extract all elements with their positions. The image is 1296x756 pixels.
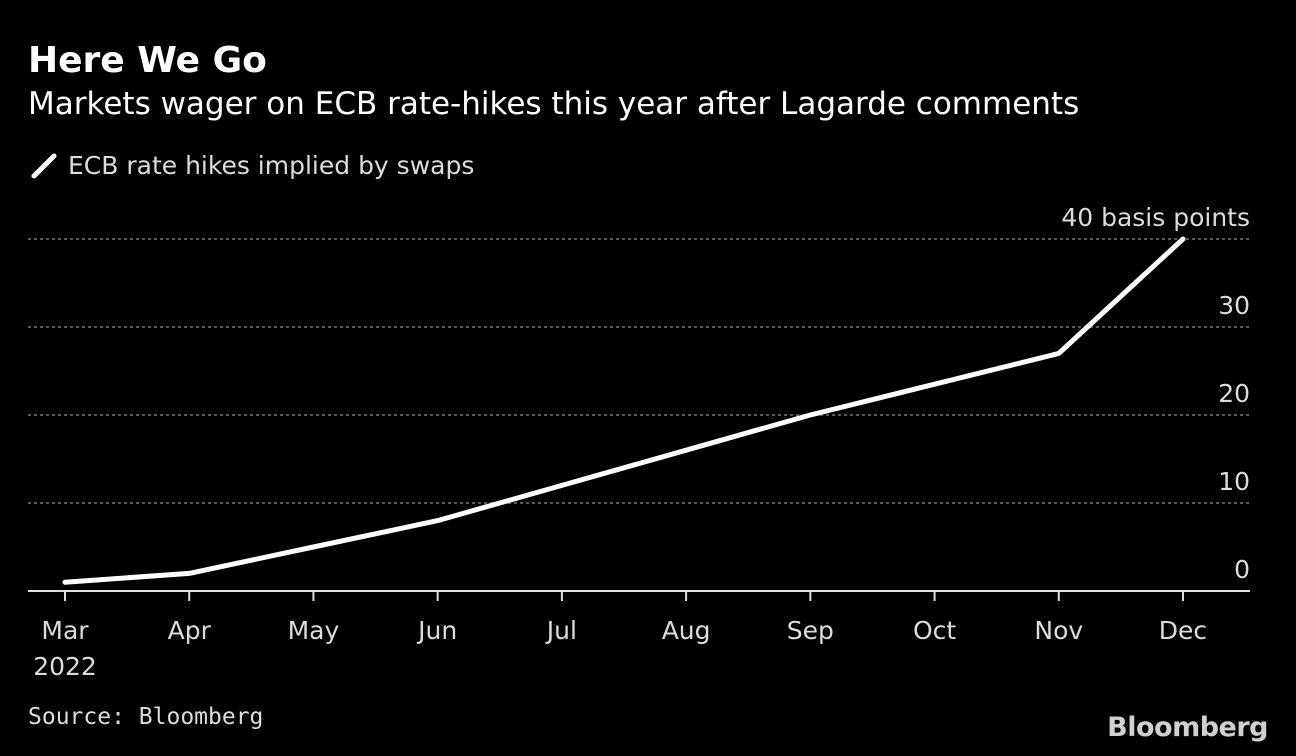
x-tick-label-nov: Nov	[1034, 616, 1083, 645]
source-note: Source: Bloomberg	[28, 704, 264, 730]
x-tick-label-apr: Apr	[168, 616, 212, 645]
y-tick-label-40: 40 basis points	[1061, 203, 1250, 232]
legend: ECB rate hikes implied by swaps	[30, 150, 474, 180]
chart-subtitle: Markets wager on ECB rate-hikes this yea…	[28, 86, 1080, 122]
y-tick-label-10: 10	[1218, 467, 1250, 496]
x-tick-label-jun: Jun	[416, 616, 457, 645]
y-tick-label-20: 20	[1218, 379, 1250, 408]
y-tick-label-0: 0	[1234, 555, 1250, 584]
series-line-0	[62, 236, 1186, 585]
x-tick-label-dec: Dec	[1159, 616, 1207, 645]
x-tick-label-jul: Jul	[545, 616, 577, 645]
legend-line-icon	[31, 153, 57, 179]
x-tick-label-aug: Aug	[662, 616, 711, 645]
bloomberg-logo: Bloomberg	[1107, 712, 1268, 743]
y-tick-label-30: 30	[1218, 291, 1250, 320]
x-year-label: 2022	[33, 652, 97, 681]
legend-label: ECB rate hikes implied by swaps	[68, 150, 475, 180]
x-tick-label-mar: Mar	[41, 616, 89, 645]
x-tick-label-oct: Oct	[913, 616, 956, 645]
chart-title: Here We Go	[28, 40, 267, 81]
x-tick-label-may: May	[288, 616, 340, 645]
x-tick-label-sep: Sep	[787, 616, 834, 645]
